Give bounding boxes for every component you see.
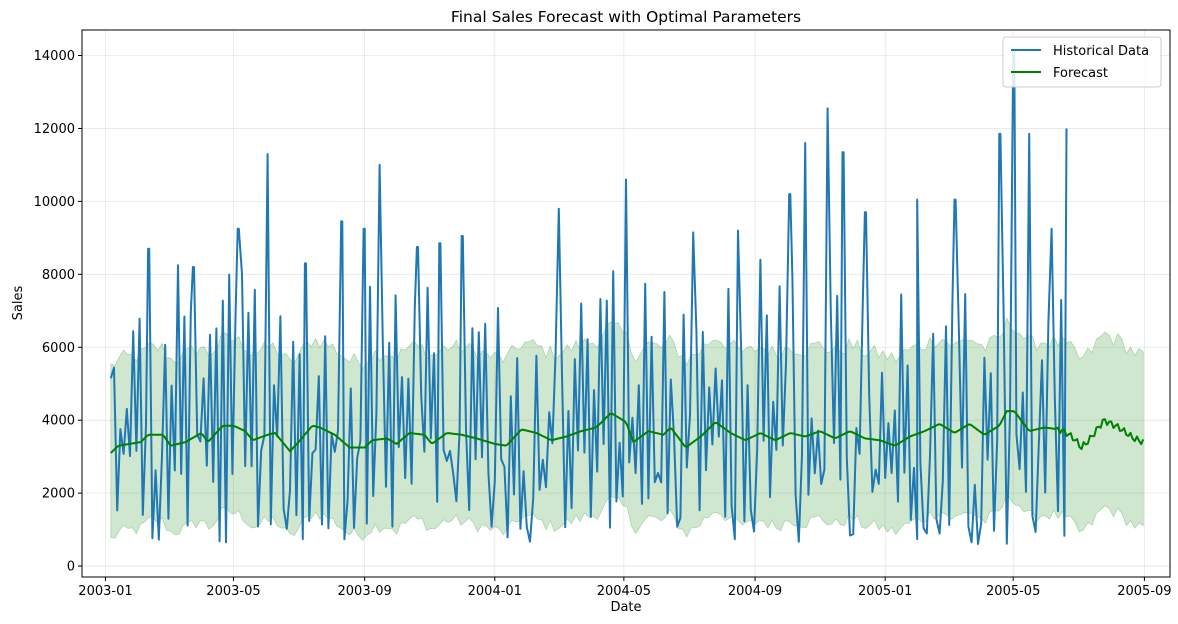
legend-label-historical: Historical Data (1053, 44, 1149, 59)
y-tick-label: 10000 (34, 195, 75, 210)
x-tick-label: 2004-09 (728, 584, 782, 599)
x-tick-label: 2005-05 (986, 584, 1040, 599)
legend-box (1002, 36, 1162, 88)
x-tick-label: 2003-09 (338, 584, 392, 599)
y-tick-label: 2000 (42, 487, 75, 502)
chart-title: Final Sales Forecast with Optimal Parame… (451, 8, 801, 26)
x-tick-label: 2005-01 (858, 584, 912, 599)
legend: Historical Data Forecast (1002, 36, 1162, 88)
y-tick-label: 6000 (42, 341, 75, 356)
historical-data-line (109, 50, 1068, 545)
y-tick-label: 8000 (42, 268, 75, 283)
forecast-series (110, 410, 1145, 454)
x-axis-ticks: 2003-01 2003-05 2003-09 2004-01 2004-05 2004-… (78, 577, 1172, 599)
x-tick-label: 2005-09 (1117, 584, 1171, 599)
x-tick-label: 2004-01 (468, 584, 522, 599)
y-tick-label: 4000 (42, 414, 75, 429)
y-tick-label: 14000 (34, 49, 75, 64)
y-tick-label: 12000 (34, 122, 75, 137)
historical-data-series (109, 50, 1068, 545)
x-axis-label: Date (610, 600, 641, 615)
forecast-line (110, 410, 1145, 454)
x-tick-label: 2003-01 (78, 584, 132, 599)
x-tick-label: 2004-05 (597, 584, 651, 599)
y-axis-label: Sales (11, 285, 26, 320)
legend-label-forecast: Forecast (1053, 66, 1108, 81)
y-tick-label: 0 (67, 560, 75, 575)
x-tick-label: 2003-05 (206, 584, 260, 599)
y-axis-ticks: 0 2000 4000 6000 8000 10000 12000 14000 (34, 49, 82, 575)
plot-frame (81, 29, 1171, 578)
